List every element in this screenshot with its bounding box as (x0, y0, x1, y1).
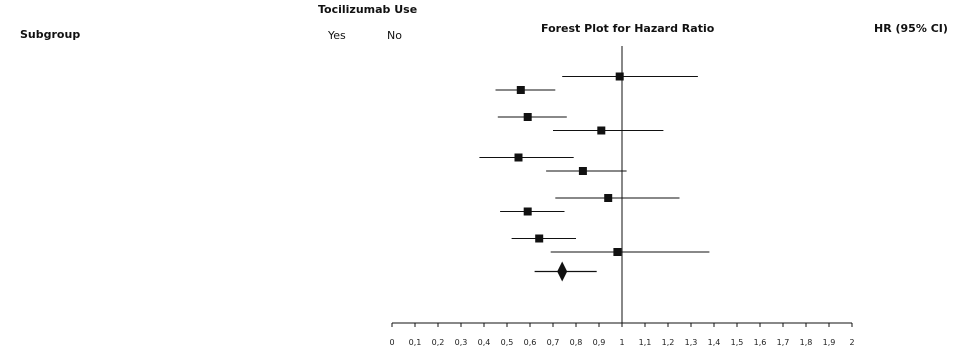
x-tick-label: 1,8 (800, 338, 813, 347)
overall-diamond (557, 261, 568, 282)
hr-point-marker (597, 126, 606, 135)
x-tick-label: 1,7 (777, 338, 790, 347)
x-tick-label: 0,1 (409, 338, 422, 347)
hr-point-marker (516, 86, 525, 94)
hr-point-marker (535, 234, 544, 243)
x-tick-label: 2 (849, 338, 854, 347)
hr-point-marker (613, 248, 622, 256)
hr-point-marker (604, 194, 613, 202)
x-tick-label: 1,9 (823, 338, 836, 347)
tocilizumab-use-header: Tocilizumab Use (318, 3, 418, 16)
hr-point-marker (578, 167, 587, 175)
x-tick-label: 1,6 (754, 338, 767, 347)
x-tick-label: 1,1 (639, 338, 652, 347)
x-tick-label: 1,2 (662, 338, 675, 347)
hr-point-marker (615, 72, 624, 81)
x-tick-label: 1 (619, 338, 624, 347)
x-tick-label: 0,4 (478, 338, 491, 347)
x-tick-label: 1,3 (685, 338, 698, 347)
x-tick-label: 0,9 (593, 338, 606, 347)
x-tick-label: 0,3 (455, 338, 468, 347)
subgroup-header: Subgroup (20, 28, 81, 41)
no-column-header: No (387, 29, 402, 42)
x-tick-label: 0,6 (524, 338, 537, 347)
x-tick-label: 0,2 (432, 338, 445, 347)
x-tick-label: 0,5 (501, 338, 514, 347)
hr-point-marker (523, 113, 532, 121)
yes-column-header: Yes (328, 29, 346, 42)
hr-ci-header: HR (95% CI) (874, 22, 948, 35)
x-tick-label: 0,7 (547, 338, 560, 347)
hr-point-marker (523, 207, 532, 216)
x-tick-label: 0,8 (570, 338, 583, 347)
plot-title: Forest Plot for Hazard Ratio (541, 22, 715, 35)
hr-point-marker (514, 153, 523, 162)
x-tick-label: 0 (389, 338, 394, 347)
x-tick-label: 1,4 (708, 338, 721, 347)
x-tick-label: 1,5 (731, 338, 744, 347)
